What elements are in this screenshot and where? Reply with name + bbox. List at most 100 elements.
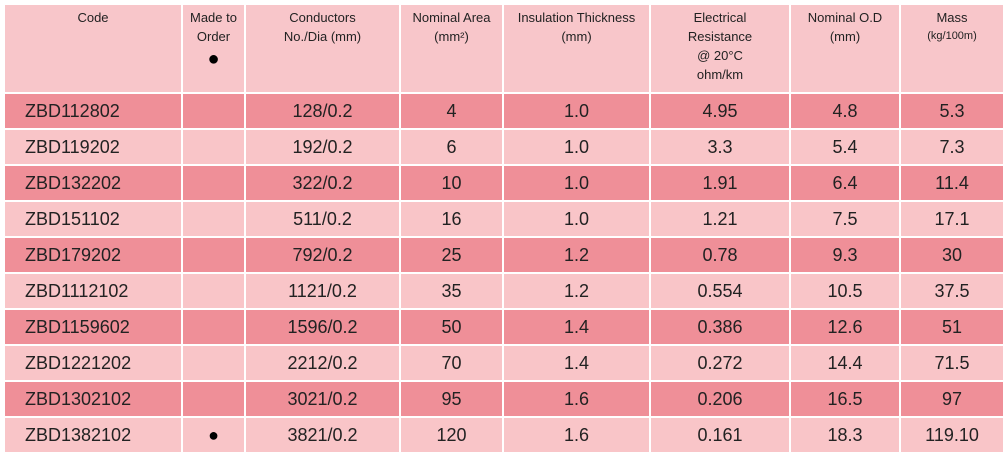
- header-cell: Nominal Area (mm²): [399, 3, 504, 94]
- header-cell: Made to Order ●: [181, 3, 246, 94]
- cell-made-to-order: [181, 128, 246, 166]
- cell-conductors: 322/0.2: [244, 164, 401, 202]
- cell-od: 12.6: [789, 308, 901, 346]
- table-body: ZBD112802 128/0.2 4 1.0 4.95 4.8 5.3 ZBD119202 1…: [3, 92, 1005, 454]
- cell-area: 95: [399, 380, 504, 418]
- table-row: ZBD1112102 1121/0.2 35 1.2 0.554 10.5 37.5: [3, 272, 1005, 310]
- header-text: Conductors: [289, 10, 356, 25]
- cell-mass: 97: [899, 380, 1005, 418]
- cell-code: ZBD1112102: [3, 272, 183, 310]
- header-text: ●: [207, 48, 220, 70]
- header-cell: Nominal O.D (mm): [789, 3, 901, 94]
- cell-insulation: 1.2: [502, 236, 651, 274]
- table-row: ZBD1382102 ● 3821/0.2 120 1.6 0.161 18.3 119.10: [3, 416, 1005, 454]
- cell-resistance: 1.21: [649, 200, 791, 238]
- cell-conductors: 128/0.2: [244, 92, 401, 130]
- table-row: ZBD119202 192/0.2 6 1.0 3.3 5.4 7.3: [3, 128, 1005, 166]
- cell-insulation: 1.0: [502, 200, 651, 238]
- table-row: ZBD151102 511/0.2 16 1.0 1.21 7.5 17.1: [3, 200, 1005, 238]
- header-text: Mass: [936, 10, 968, 25]
- header-text: Nominal Area: [412, 10, 491, 25]
- cell-od: 14.4: [789, 344, 901, 382]
- cell-mass: 30: [899, 236, 1005, 274]
- table-row: ZBD179202 792/0.2 25 1.2 0.78 9.3 30: [3, 236, 1005, 274]
- cell-resistance: 0.272: [649, 344, 791, 382]
- header-text: (mm): [561, 29, 592, 44]
- cell-resistance: 0.78: [649, 236, 791, 274]
- cell-mass: 5.3: [899, 92, 1005, 130]
- header-text: Made to: [190, 10, 237, 25]
- cell-od: 7.5: [789, 200, 901, 238]
- header-text: Electrical: [693, 10, 747, 25]
- header-text: (mm²): [434, 29, 469, 44]
- cell-area: 16: [399, 200, 504, 238]
- cell-code: ZBD1382102: [3, 416, 183, 454]
- cell-code: ZBD119202: [3, 128, 183, 166]
- cell-area: 10: [399, 164, 504, 202]
- cell-made-to-order: [181, 200, 246, 238]
- header-text: No./Dia (mm): [283, 29, 362, 44]
- cell-made-to-order: [181, 272, 246, 310]
- cell-area: 120: [399, 416, 504, 454]
- header-text: Insulation Thickness: [517, 10, 636, 25]
- cell-area: 50: [399, 308, 504, 346]
- cell-conductors: 3021/0.2: [244, 380, 401, 418]
- cell-area: 35: [399, 272, 504, 310]
- cell-area: 25: [399, 236, 504, 274]
- cell-conductors: 1121/0.2: [244, 272, 401, 310]
- cell-insulation: 1.0: [502, 92, 651, 130]
- cell-insulation: 1.6: [502, 380, 651, 418]
- table-row: ZBD132202 322/0.2 10 1.0 1.91 6.4 11.4: [3, 164, 1005, 202]
- cell-area: 4: [399, 92, 504, 130]
- cell-conductors: 1596/0.2: [244, 308, 401, 346]
- header-text: @ 20°C: [697, 48, 743, 63]
- cell-od: 9.3: [789, 236, 901, 274]
- cell-resistance: 4.95: [649, 92, 791, 130]
- header-row: Code Made to Order ● Conductors No./Dia (mm) N…: [3, 3, 1005, 94]
- cell-mass: 71.5: [899, 344, 1005, 382]
- header-cell: Electrical Resistance @ 20°C ohm/km: [649, 3, 791, 94]
- cell-made-to-order: [181, 164, 246, 202]
- cell-conductors: 792/0.2: [244, 236, 401, 274]
- cell-od: 6.4: [789, 164, 901, 202]
- cell-mass: 51: [899, 308, 1005, 346]
- cell-made-to-order: [181, 380, 246, 418]
- cell-resistance: 0.554: [649, 272, 791, 310]
- cell-mass: 11.4: [899, 164, 1005, 202]
- cell-conductors: 192/0.2: [244, 128, 401, 166]
- cell-resistance: 0.161: [649, 416, 791, 454]
- header-cell: Code: [3, 3, 183, 94]
- cell-area: 70: [399, 344, 504, 382]
- cell-insulation: 1.4: [502, 308, 651, 346]
- header-text: Code: [77, 10, 109, 25]
- header-cell: Conductors No./Dia (mm): [244, 3, 401, 94]
- cell-code: ZBD179202: [3, 236, 183, 274]
- cell-od: 16.5: [789, 380, 901, 418]
- cell-made-to-order: [181, 236, 246, 274]
- table-row: ZBD1221202 2212/0.2 70 1.4 0.272 14.4 71.5: [3, 344, 1005, 382]
- header-text: ohm/km: [696, 67, 744, 82]
- cell-resistance: 1.91: [649, 164, 791, 202]
- cell-code: ZBD1302102: [3, 380, 183, 418]
- cell-od: 4.8: [789, 92, 901, 130]
- header-text: Order: [196, 29, 231, 44]
- cell-mass: 37.5: [899, 272, 1005, 310]
- cell-code: ZBD112802: [3, 92, 183, 130]
- header-cell: Insulation Thickness (mm): [502, 3, 651, 94]
- cell-insulation: 1.6: [502, 416, 651, 454]
- cell-code: ZBD132202: [3, 164, 183, 202]
- table-row: ZBD1302102 3021/0.2 95 1.6 0.206 16.5 97: [3, 380, 1005, 418]
- cell-insulation: 1.0: [502, 128, 651, 166]
- cell-conductors: 3821/0.2: [244, 416, 401, 454]
- cell-mass: 7.3: [899, 128, 1005, 166]
- header-text: (kg/100m): [927, 30, 977, 42]
- cell-od: 5.4: [789, 128, 901, 166]
- cell-resistance: 0.386: [649, 308, 791, 346]
- cell-made-to-order: [181, 92, 246, 130]
- cell-code: ZBD151102: [3, 200, 183, 238]
- cell-resistance: 3.3: [649, 128, 791, 166]
- cell-resistance: 0.206: [649, 380, 791, 418]
- header-cell: Mass (kg/100m): [899, 3, 1005, 94]
